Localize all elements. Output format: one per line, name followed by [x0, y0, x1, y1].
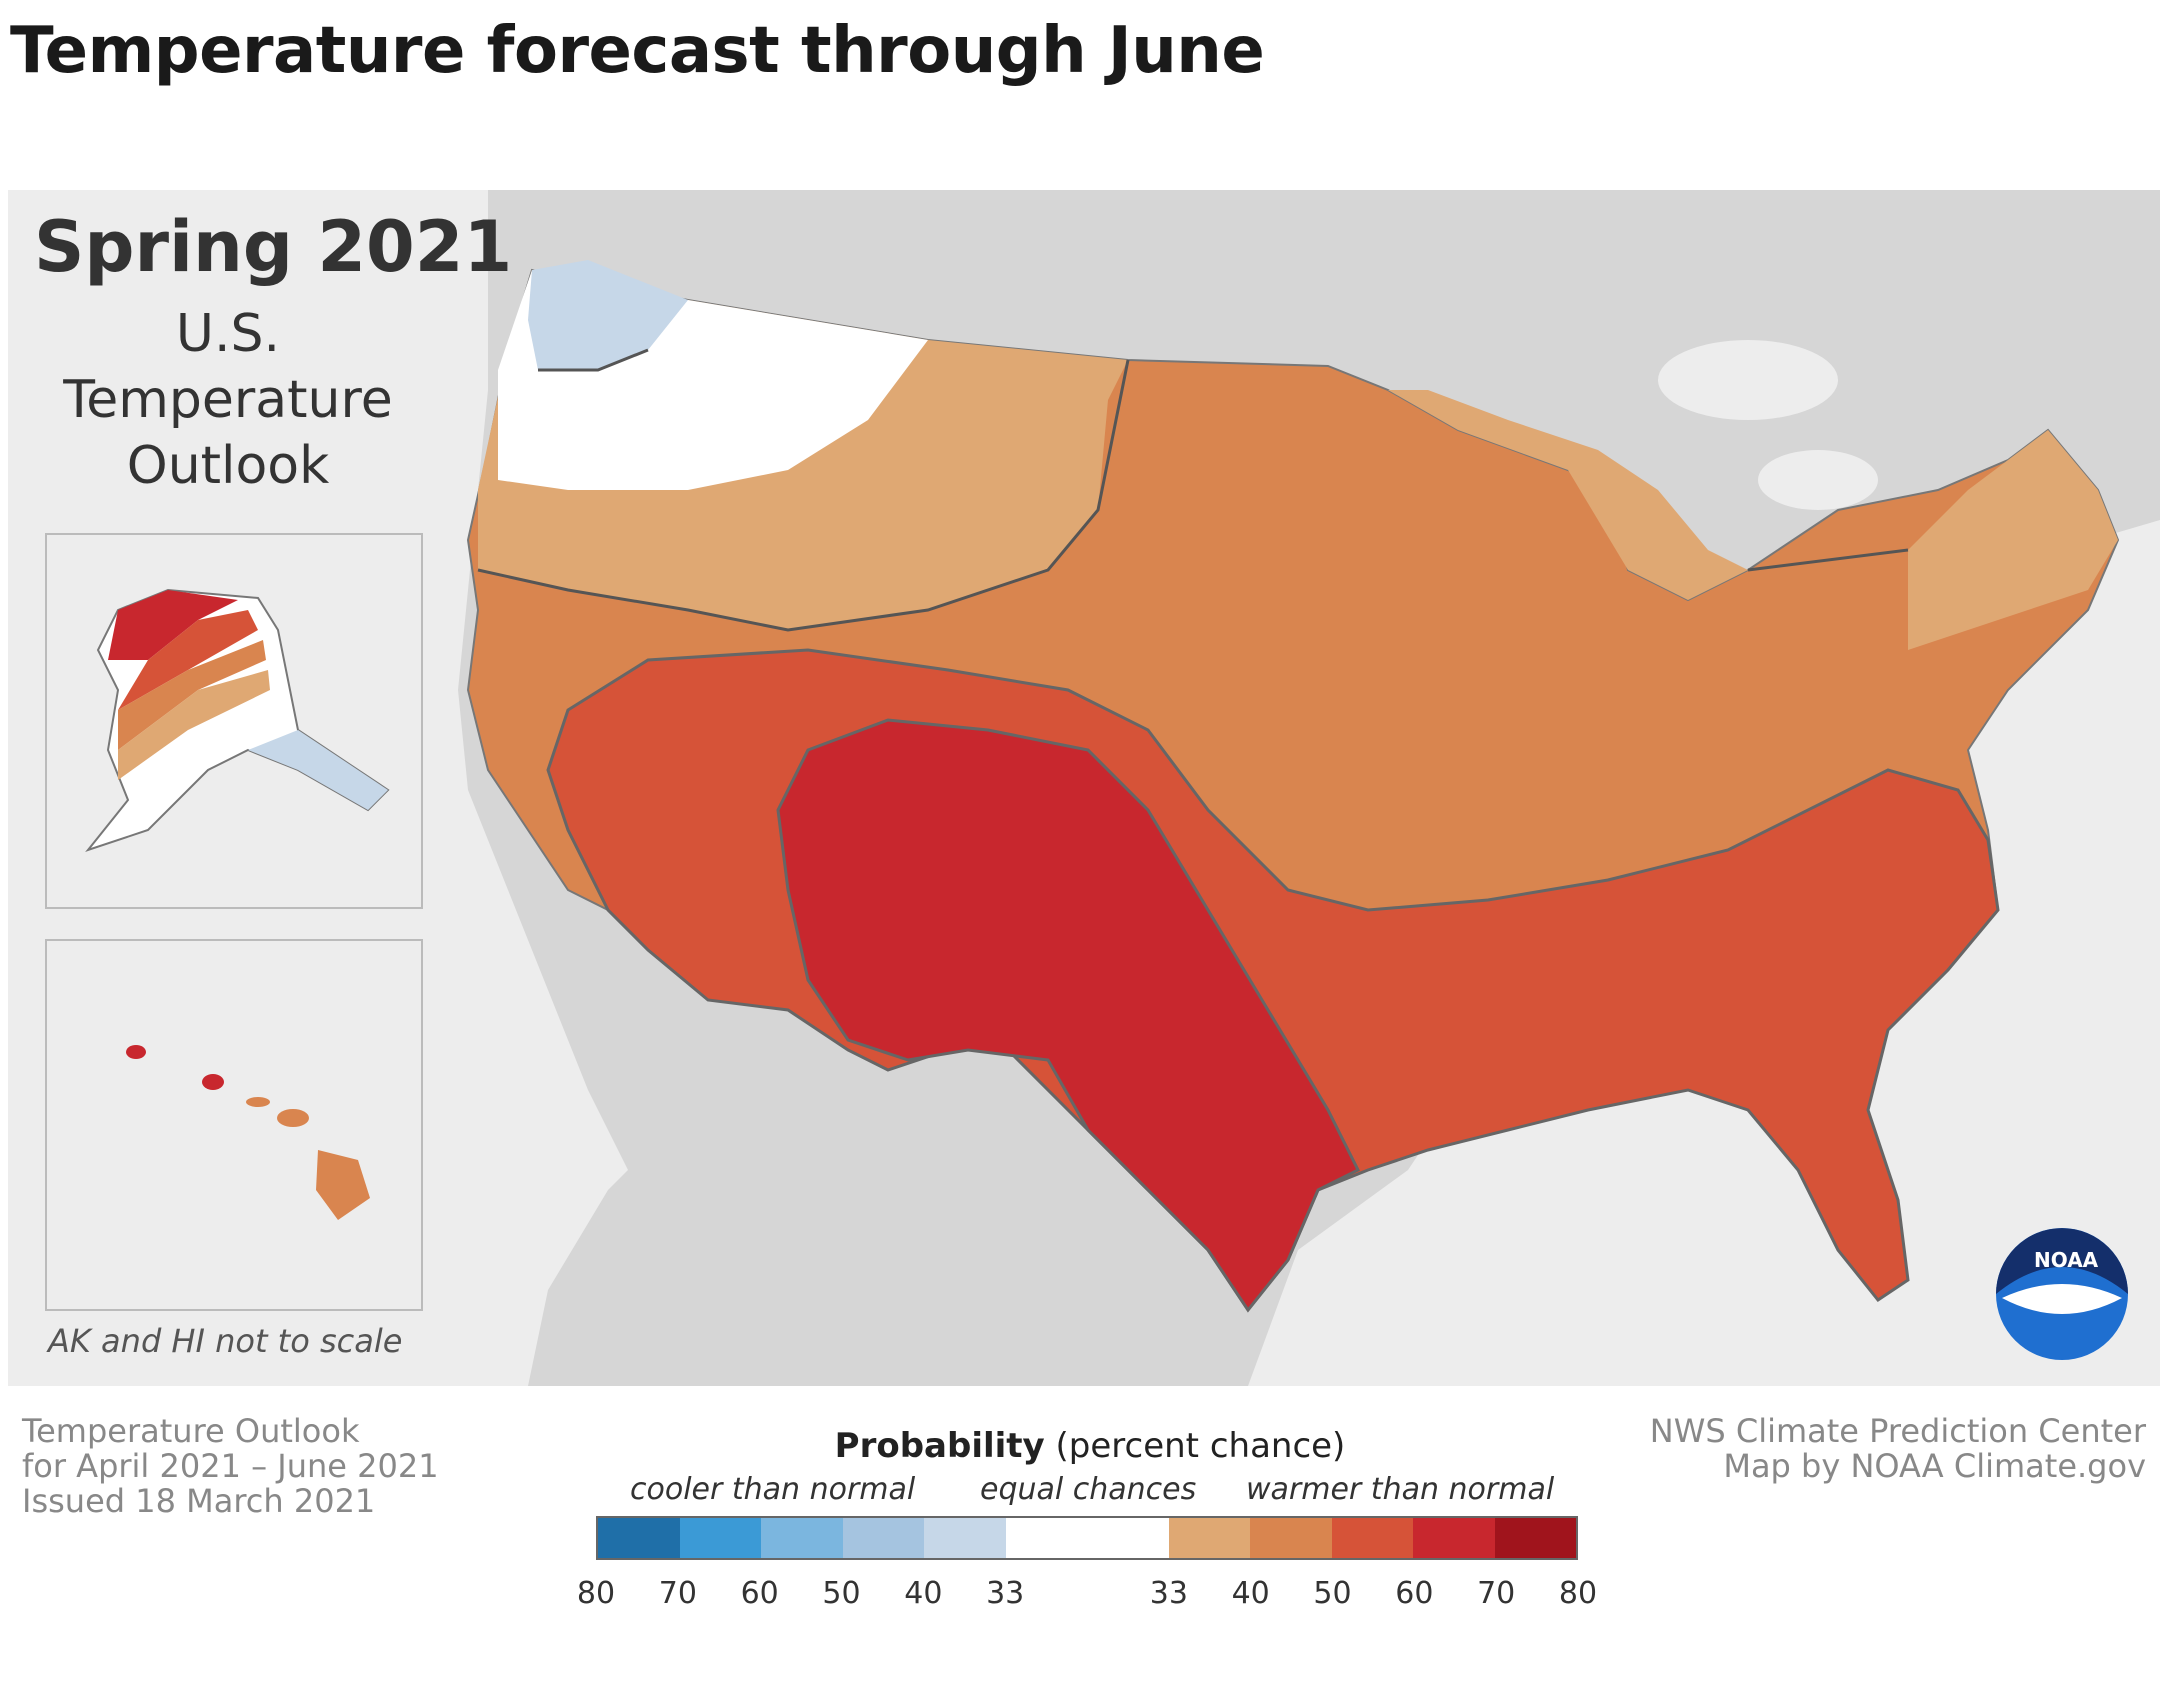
legend-tick-label: 50 — [822, 1576, 861, 1611]
map-subtitle-line-2: Temperature — [63, 370, 393, 430]
legend-swatch — [679, 1518, 761, 1558]
legend-swatch — [1494, 1518, 1576, 1558]
legend-title-rest: (percent chance) — [1044, 1426, 1346, 1466]
credit-info-line-1: NWS Climate Prediction Center — [1649, 1412, 2146, 1450]
issue-info-line-1: Temperature Outlook — [22, 1412, 360, 1450]
headline: Temperature forecast through June — [10, 14, 1265, 88]
outlook-map-figure: Spring 2021 U.S. Temperature Outlook AK … — [8, 190, 2160, 1386]
new-england-above-33 — [1908, 430, 2118, 650]
legend-category-equal: equal chances — [980, 1472, 1197, 1507]
legend-swatch — [1168, 1518, 1250, 1558]
texas-rockies-above-60 — [776, 718, 1361, 1313]
map-subtitle-line-3: Outlook — [126, 436, 330, 496]
legend-tick-label: 70 — [658, 1576, 697, 1611]
legend-tick-label: 80 — [1558, 1576, 1598, 1611]
legend-swatch — [1331, 1518, 1413, 1558]
legend-color-bar — [596, 1516, 1578, 1560]
credit-info: NWS Climate Prediction Center Map by NOA… — [1650, 1414, 2146, 1484]
legend-tick-label: 50 — [1313, 1576, 1352, 1611]
legend-tick-label: 33 — [986, 1576, 1025, 1611]
issue-info: Temperature Outlook for April 2021 – Jun… — [22, 1414, 439, 1519]
legend-swatch — [598, 1518, 680, 1558]
credit-info-line-2: Map by NOAA Climate.gov — [1723, 1447, 2146, 1485]
legend-title-bold: Probability — [834, 1426, 1045, 1466]
map-title: Spring 2021 — [34, 206, 513, 288]
legend-title: Probability (percent chance) — [560, 1426, 1620, 1466]
inset-scale-note: AK and HI not to scale — [48, 1322, 403, 1360]
below-33-region — [528, 260, 688, 370]
legend-swatch — [842, 1518, 924, 1558]
legend-tick-label: 40 — [904, 1576, 943, 1611]
legend-tick-label: 40 — [1231, 1576, 1270, 1611]
probability-legend: Probability (percent chance) cooler than… — [560, 1420, 1620, 1611]
great-lakes-above-33 — [1388, 390, 1748, 600]
noaa-logo — [1996, 1228, 2128, 1360]
hawaii-inset-frame — [45, 939, 423, 1311]
legend-swatch — [761, 1518, 843, 1558]
legend-category-cooler: cooler than normal — [630, 1472, 916, 1507]
legend-tick-label: 33 — [1149, 1576, 1188, 1611]
map-graphic — [45, 190, 2160, 1386]
legend-swatch — [1413, 1518, 1495, 1558]
legend-swatch — [924, 1518, 1006, 1558]
legend-tick-label: 60 — [1395, 1576, 1434, 1611]
legend-swatch — [1250, 1518, 1332, 1558]
legend-tick-label: 70 — [1477, 1576, 1516, 1611]
map-subtitle-line-1: U.S. — [175, 304, 281, 364]
legend-tick-label: 80 — [576, 1576, 616, 1611]
legend-tick-label: 60 — [740, 1576, 779, 1611]
issue-info-line-3: Issued 18 March 2021 — [22, 1482, 376, 1520]
legend-swatch — [1005, 1518, 1169, 1558]
legend-category-warmer: warmer than normal — [1246, 1472, 1555, 1507]
noaa-logo-text: NOAA — [2034, 1248, 2099, 1272]
issue-info-line-2: for April 2021 – June 2021 — [22, 1447, 439, 1485]
